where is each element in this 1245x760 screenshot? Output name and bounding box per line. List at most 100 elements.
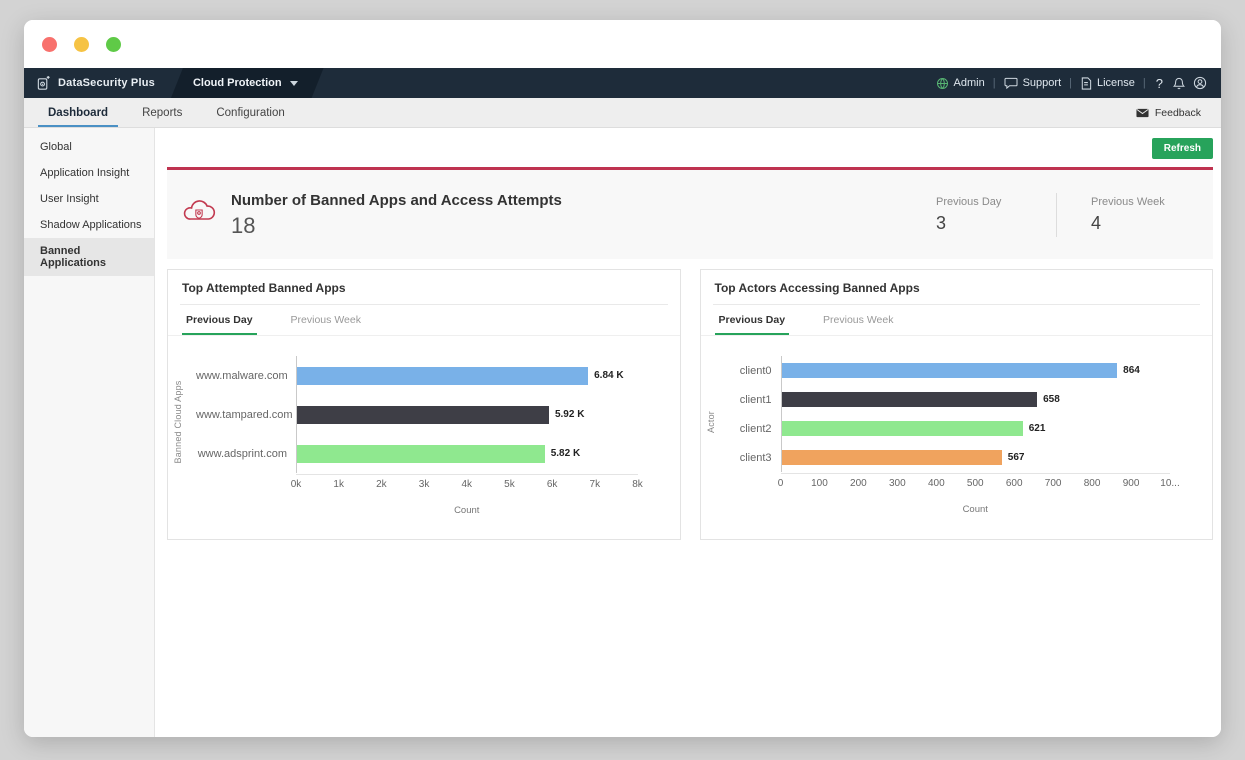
admin-label: Admin (953, 77, 985, 89)
stat-value: 4 (1091, 212, 1102, 233)
x-tick-label: 900 (1122, 478, 1140, 489)
stat-value: 3 (936, 212, 947, 233)
chart-tabs: Previous Day Previous Week (700, 305, 1212, 336)
bar-rows: www.malware.com 6.84 K www.tampared.com 5.9… (196, 356, 638, 473)
x-tick-label: 500 (966, 478, 984, 489)
feedback-button[interactable]: Feedback (1136, 107, 1201, 119)
chart-title: Top Actors Accessing Banned Apps (714, 281, 920, 295)
sidebar-item-shadow-applications[interactable]: Shadow Applications (40, 219, 142, 231)
x-tick-label: 4k (461, 479, 473, 490)
product-menu[interactable]: Cloud Protection (171, 68, 324, 98)
bar[interactable] (781, 392, 1038, 407)
license-label: License (1096, 77, 1135, 89)
feedback-label: Feedback (1154, 106, 1201, 119)
x-tick-label: 100 (811, 478, 828, 489)
x-tick-label: 200 (850, 478, 867, 489)
bar-value-label: 567 (1007, 452, 1025, 463)
admin-globe-icon (936, 77, 949, 90)
refresh-button[interactable]: Refresh (1151, 138, 1213, 159)
chart-tab-previous-week[interactable]: Previous Week (823, 314, 894, 326)
chart-tab-previous-day[interactable]: Previous Day (714, 305, 790, 335)
x-tick-label: 6k (546, 479, 558, 490)
stat-previous-day: Previous Day 3 (936, 196, 1022, 234)
support-label: Support (1022, 77, 1062, 89)
window-zoom-button[interactable] (106, 36, 121, 52)
admin-menu[interactable]: Admin (936, 77, 985, 90)
support-chat-icon (1004, 77, 1018, 89)
stat-label: Previous Day (936, 195, 1002, 208)
chart-card-1: Top Actors Accessing Banned Apps Previous… (699, 269, 1213, 540)
bar-track: 5.82 K (296, 434, 638, 473)
notifications-button[interactable] (1173, 77, 1185, 90)
bar[interactable] (297, 366, 589, 385)
main-content: Refresh Number of Banned A (155, 128, 1221, 737)
x-tick-label: 5k (504, 479, 515, 490)
window-minimize-button[interactable] (74, 36, 89, 52)
brand: DataSecurity Plus (24, 75, 171, 91)
tab-dashboard[interactable]: Dashboard (38, 99, 119, 127)
bar-track: 5.92 K (296, 395, 638, 434)
bar-track: 658 (780, 385, 1171, 414)
bar-value-label: 5.82 K (550, 448, 581, 459)
stat-previous-week: Previous Week 4 (1091, 196, 1177, 234)
bar[interactable] (297, 444, 545, 463)
chart-card-0: Top Attempted Banned Apps Previous Day Pre… (167, 269, 681, 540)
bar[interactable] (781, 450, 1002, 465)
sidebar-item-global[interactable]: Global (40, 141, 72, 153)
y-axis-label: Actor (705, 410, 716, 434)
category-label: client0 (739, 364, 772, 377)
chart-tab-previous-day[interactable]: Previous Day (182, 305, 257, 335)
datasecurity-logo-icon (36, 75, 51, 91)
chevron-down-icon (290, 81, 298, 86)
category-label: www.malware.com (196, 369, 288, 382)
brand-name: DataSecurity Plus (58, 77, 155, 89)
sidebar-item-application-insight[interactable]: Application Insight (40, 167, 130, 179)
dashboard-sidebar: Global Application Insight User Insight Sha… (24, 128, 155, 737)
bar[interactable] (297, 405, 549, 424)
window-titlebar (24, 20, 1221, 68)
bar-rows: client0 864 client1 658 client2 621 client3 567 (729, 356, 1171, 472)
bar-row: client2 621 (729, 414, 1171, 443)
module-tabbar: Dashboard Reports Configuration Feedback (24, 98, 1221, 128)
bar-row: www.tampared.com 5.92 K (196, 395, 638, 434)
x-axis: 0 100 200 300 400 500 600 700 800 900 10... (778, 473, 1180, 489)
bar-row: client0 864 (729, 356, 1171, 385)
chart-title: Top Attempted Banned Apps (182, 281, 346, 295)
x-tick-label: 8k (632, 479, 643, 490)
bar-value-label: 864 (1123, 365, 1140, 376)
banned-apps-summary-card: Number of Banned Apps and Access Attempt… (167, 167, 1213, 259)
tab-configuration[interactable]: Configuration (216, 106, 285, 119)
y-axis-label: Banned Cloud Apps (173, 380, 183, 464)
nav-separator: | (1142, 77, 1146, 89)
bar-row: www.malware.com 6.84 K (196, 356, 638, 395)
x-tick-label: 700 (1044, 478, 1062, 489)
bar[interactable] (781, 363, 1118, 378)
sidebar-item-banned-applications[interactable]: Banned Applications (24, 238, 154, 276)
bar-value-label: 621 (1028, 423, 1046, 434)
chart-tab-previous-week[interactable]: Previous Week (290, 314, 361, 326)
x-tick-label: 0k (290, 479, 302, 490)
bar[interactable] (781, 421, 1023, 436)
support-menu[interactable]: Support (1004, 77, 1062, 89)
bar-value-label: 6.84 K (594, 370, 624, 381)
bell-icon (1173, 77, 1185, 89)
category-label: client2 (739, 422, 772, 435)
bar-value-label: 5.92 K (554, 409, 585, 420)
chart-tabs: Previous Day Previous Week (168, 305, 680, 336)
x-axis-title: Count (962, 504, 988, 515)
summary-value: 18 (231, 213, 256, 238)
x-tick-label: 1k (333, 479, 344, 490)
x-axis-title: Count (454, 505, 480, 516)
tab-reports[interactable]: Reports (142, 106, 183, 119)
account-button[interactable] (1193, 76, 1207, 90)
window-close-button[interactable] (42, 36, 57, 52)
help-button[interactable]: ? (1155, 75, 1163, 91)
summary-title: Number of Banned Apps and Access Attempt… (231, 192, 562, 209)
sidebar-item-user-insight[interactable]: User Insight (40, 193, 99, 205)
bar-track: 6.84 K (296, 356, 638, 395)
category-label: www.adsprint.com (197, 447, 287, 460)
category-label: www.tampared.com (196, 408, 293, 421)
license-menu[interactable]: License (1080, 76, 1135, 90)
x-tick-label: 3k (418, 479, 430, 490)
